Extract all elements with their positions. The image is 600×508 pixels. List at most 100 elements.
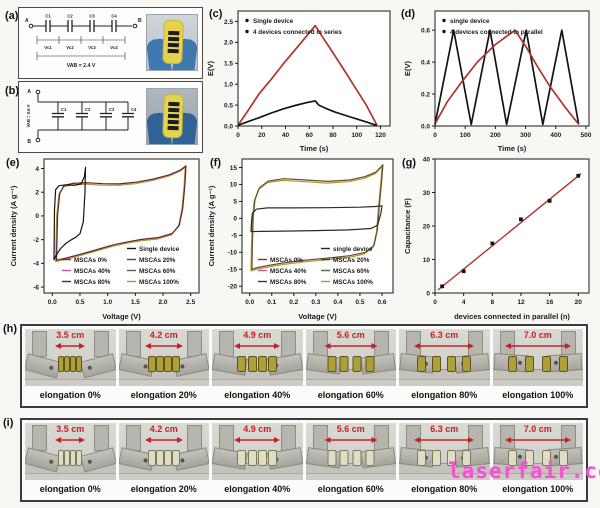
strip-i: 3.5 cm elongation 0% 4.2 cm elongation 20% 4… xyxy=(20,418,588,502)
elongation-caption: elongation 60% xyxy=(317,390,384,400)
y-tick-label: 0 xyxy=(35,213,39,220)
y-tick-label: -10 xyxy=(228,250,238,257)
x-tick-label: 0.5 xyxy=(75,299,84,306)
panel-label-e: (e) xyxy=(6,157,20,169)
y-tick-label: 0.6 xyxy=(421,27,430,34)
measure-arrow-icon xyxy=(55,343,86,349)
elongation-caption: elongation 60% xyxy=(317,484,384,494)
distance-label: 5.6 cm xyxy=(336,424,365,434)
panel-a-box: A C1 C2 C3 C4 B Vc1 Vc2 Vc3 Vc4 VAB = 2.… xyxy=(18,7,203,79)
elongation-caption: elongation 0% xyxy=(39,390,101,400)
elongation-caption: elongation 20% xyxy=(130,390,197,400)
bus-wires xyxy=(37,93,128,139)
x-tick-label: 100 xyxy=(460,132,471,139)
elongation-caption: elongation 40% xyxy=(224,390,291,400)
x-tick-label: 0.0 xyxy=(48,299,57,306)
measure-arrow-icon xyxy=(324,437,378,443)
legend-label: MSCAs 80% xyxy=(270,279,307,286)
elongation-cell: 3.5 cm elongation 0% xyxy=(25,329,116,403)
elongation-photo: 5.6 cm xyxy=(305,423,396,480)
y-tick-label: -4 xyxy=(33,261,39,268)
x-tick-label: 0 xyxy=(433,299,437,306)
base-rail xyxy=(492,369,583,380)
series-line xyxy=(55,165,187,261)
plot-frame xyxy=(237,10,391,127)
measure-arrow-icon xyxy=(144,437,183,443)
elongation-photo: 3.5 cm xyxy=(25,329,116,386)
elongation-photo: 6.3 cm xyxy=(399,423,490,480)
x-tick-label: 0.0 xyxy=(245,299,254,306)
stretchable-device xyxy=(507,356,568,372)
terminal-b-label: B xyxy=(138,18,142,24)
legend-label: MSCAs 40% xyxy=(74,268,111,275)
y-axis-label: E(V) xyxy=(206,60,215,76)
elongation-caption: elongation 100% xyxy=(502,484,574,494)
chart-capacitance-scaling: 0 4 8 12 16 20 0 10 20 30 40 devices connected in p… xyxy=(403,156,590,321)
legend-label: Single device xyxy=(253,18,294,25)
y-tick-label: 30 xyxy=(423,190,431,197)
x-tick-label: 2.5 xyxy=(186,299,195,306)
series-line xyxy=(237,100,378,127)
terminal-b-node xyxy=(35,137,41,143)
plot-frame xyxy=(43,158,200,294)
chart-cv-series: 0.0 0.5 1.0 1.5 2.0 2.5 4 2 0 -2 -4 -6 Voltage (V) Cu… xyxy=(9,158,200,321)
vc4-label: Vc4 xyxy=(110,45,118,50)
panel-label-c: (c) xyxy=(209,8,223,20)
measure-arrow-icon xyxy=(234,437,281,443)
legend-label: Single device xyxy=(139,246,180,253)
legend-label: MSCAs 100% xyxy=(333,279,373,286)
panel-label-a: (a) xyxy=(5,10,19,22)
data-point xyxy=(461,269,466,274)
legend-marker xyxy=(245,29,249,34)
distance-label: 6.3 cm xyxy=(430,330,459,340)
vab-series-label: VAB = 2.4 V xyxy=(67,63,96,69)
x-tick-label: 0 xyxy=(433,132,437,139)
distance-label: 3.5 cm xyxy=(56,330,85,340)
elongation-photo: 7.0 cm xyxy=(492,329,583,386)
x-tick-label: 200 xyxy=(490,132,501,139)
legend-label: 4 devices connected in series xyxy=(253,29,342,36)
elongation-photo: 4.2 cm xyxy=(118,423,209,480)
elongation-cell: 7.0 cm elongation 100% xyxy=(492,423,583,497)
stretchable-device xyxy=(507,450,568,466)
stretchable-device xyxy=(327,356,375,372)
y-tick-label: 0.0 xyxy=(421,123,430,130)
cap4-label: C4 xyxy=(111,14,117,19)
terminal-b-node xyxy=(132,23,138,29)
cap1-label: C1 xyxy=(45,14,51,19)
voltage-dimension-lines xyxy=(36,36,126,44)
x-tick-label: 16 xyxy=(546,299,554,306)
stretchable-device xyxy=(237,450,278,466)
legend-label: MSCAs 60% xyxy=(139,268,176,275)
legend-label: MSCAs 100% xyxy=(139,279,179,286)
distance-label: 4.9 cm xyxy=(243,424,272,434)
y-tick-label: 15 xyxy=(230,165,238,172)
legend-label: 4 devices connected in parallel xyxy=(450,29,543,36)
stretchable-device xyxy=(58,450,83,466)
y-tick-label: 2.0 xyxy=(224,40,233,47)
x-tick-label: 20 xyxy=(575,299,583,306)
photo-parallel-device xyxy=(146,88,198,145)
legend-label: MSCAs 80% xyxy=(74,279,111,286)
elongation-caption: elongation 20% xyxy=(130,484,197,494)
series-line xyxy=(251,164,384,270)
base-rail xyxy=(492,463,583,474)
stretchable-device xyxy=(58,356,83,372)
elongation-caption: elongation 0% xyxy=(39,484,101,494)
elongation-photo: 6.3 cm xyxy=(399,329,490,386)
terminal-b-label: B xyxy=(27,139,31,145)
stretchable-device xyxy=(327,450,375,466)
x-tick-label: 12 xyxy=(517,299,525,306)
x-tick-label: 80 xyxy=(329,132,337,139)
legend-marker xyxy=(442,29,446,34)
series-circuit-diagram: A C1 C2 C3 C4 B Vc1 Vc2 Vc3 Vc4 VAB = 2.… xyxy=(25,14,142,70)
measure-arrow-icon xyxy=(234,343,281,349)
elongation-cell: 4.2 cm elongation 20% xyxy=(118,423,209,497)
x-tick-label: 400 xyxy=(550,132,561,139)
distance-label: 7.0 cm xyxy=(523,424,552,434)
y-tick-label: 4 xyxy=(35,166,39,173)
measure-arrow-icon xyxy=(55,437,86,443)
distance-label: 6.3 cm xyxy=(430,424,459,434)
cap2-label: C2 xyxy=(85,107,91,112)
watermark: laserfair.com xyxy=(448,459,600,483)
